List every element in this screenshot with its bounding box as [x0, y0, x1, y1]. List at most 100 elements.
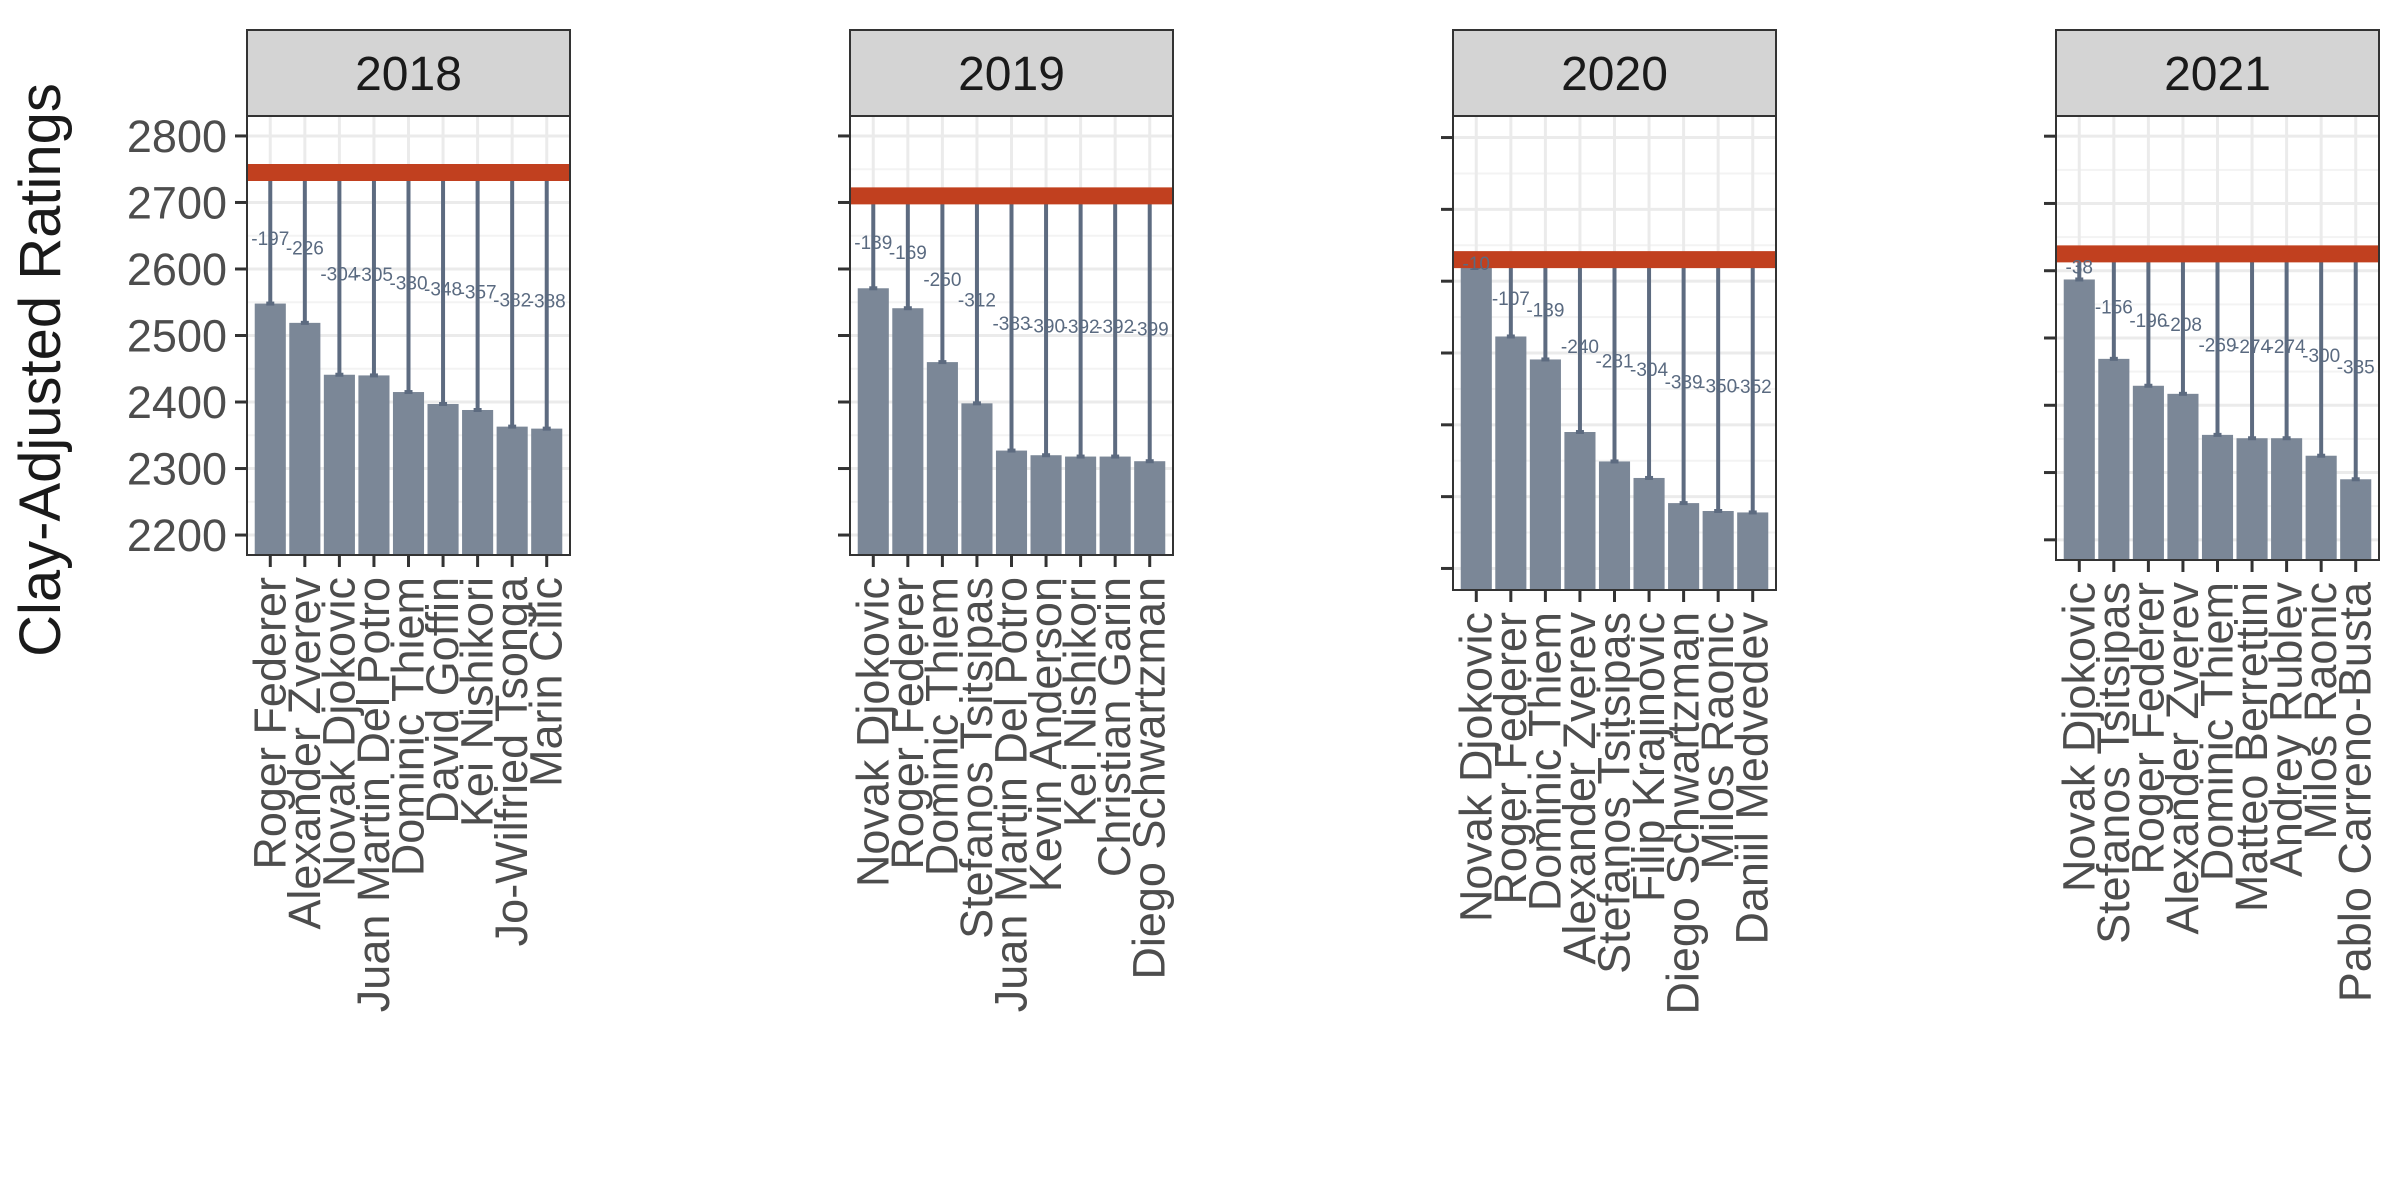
- gap-label: -348: [424, 279, 462, 300]
- x-category-label: Matteo Berrettini: [2226, 582, 2277, 912]
- gap-label: -392: [1062, 317, 1100, 338]
- bar: [462, 409, 494, 555]
- bar: [289, 322, 321, 555]
- bar: [1460, 266, 1492, 590]
- y-tick-label: 2400: [127, 377, 227, 428]
- bar: [392, 392, 425, 555]
- x-category-label: Dominic Thiem: [1519, 612, 1570, 911]
- gap-label: -139: [854, 233, 892, 254]
- gap-label: -269: [2198, 335, 2236, 356]
- y-tick-label: 2800: [127, 111, 227, 162]
- x-category-label: Filip Krajinovic: [1623, 612, 1674, 902]
- x-category-label: Kei Nishikori: [1055, 577, 1106, 827]
- x-category-label: Stefanos Tsitsipas: [2088, 582, 2139, 944]
- x-category-label: Milos Raonic: [2295, 582, 2346, 840]
- x-category-label: Kei Nishikori: [452, 577, 503, 827]
- y-axis-title: Clay-Adjusted Ratings: [8, 83, 73, 657]
- x-category-label: Juan Martin Del Potro: [348, 577, 399, 1012]
- bar: [857, 288, 889, 555]
- bar: [1134, 461, 1166, 555]
- bar: [1633, 477, 1665, 590]
- gap-label: -139: [1526, 301, 1564, 322]
- bar: [1495, 336, 1527, 590]
- facet-strip-label: 2021: [2164, 48, 2271, 101]
- x-category-label: Stefanos Tsitsipas: [1589, 612, 1640, 974]
- bar: [1598, 461, 1631, 590]
- x-category-label: Dominic Thiem: [916, 577, 967, 876]
- gap-label: -382: [493, 291, 531, 312]
- x-category-label: Dominic Thiem: [2192, 582, 2243, 881]
- gap-label: -196: [2129, 311, 2167, 332]
- x-category-label: Juan Martin Del Potro: [986, 577, 1037, 1012]
- bar: [1702, 511, 1734, 590]
- bar: [427, 404, 459, 555]
- gap-label: -300: [2302, 346, 2340, 367]
- x-category-label: Kevin Anderson: [1020, 577, 1071, 892]
- facet-panel-2019: 2019-139-169-250-312-383-390-392-392-399…: [838, 29, 1175, 1012]
- bar: [358, 375, 390, 555]
- gap-label: -10: [1463, 254, 1490, 275]
- bar: [995, 450, 1028, 555]
- x-category-label: Alexander Zverev: [2157, 582, 2208, 935]
- facet-panel-2021: 2021-38-156-196-208-269-274-274-300-335N…: [2044, 29, 2381, 1002]
- y-tick-label: 2600: [127, 244, 227, 295]
- bar: [2063, 279, 2095, 560]
- bar: [961, 403, 993, 555]
- gap-label: -304: [1630, 360, 1668, 381]
- bar: [1564, 432, 1596, 590]
- bar: [2201, 434, 2234, 560]
- gap-label: -38: [2066, 258, 2093, 279]
- facet-strip-2019: [849, 29, 1174, 117]
- bar: [892, 308, 924, 555]
- x-category-label: Marin Cilic: [521, 577, 572, 787]
- gap-label: -335: [2337, 358, 2375, 379]
- gap-label: -169: [889, 243, 927, 264]
- bar: [1529, 359, 1561, 590]
- gap-label: -352: [1734, 377, 1772, 398]
- facet-panel-2018: 2018 -197-226 -304-305-330-348-357-382-388…: [127, 29, 572, 1012]
- x-category-label: Roger Federer: [882, 577, 933, 870]
- x-category-label: Roger Federer: [2122, 582, 2173, 875]
- y-tick-label: 2300: [127, 444, 227, 495]
- x-category-label: Novak Djokovic: [847, 577, 898, 887]
- bar: [2340, 479, 2372, 560]
- bar: [2098, 358, 2130, 560]
- x-category-label: Jo-Wilfried Tsonga: [486, 576, 537, 946]
- x-category-label: Andrey Rublev: [2261, 582, 2312, 878]
- gap-label: -274: [2268, 337, 2306, 358]
- gap-label: -156: [2095, 297, 2133, 318]
- bar: [323, 374, 355, 555]
- x-category-label: Milos Raonic: [1692, 612, 1743, 870]
- gap-label: -281: [1595, 352, 1633, 373]
- gap-label: -399: [1131, 320, 1169, 341]
- x-category-label: Roger Federer: [244, 577, 295, 870]
- x-category-label: Diego Schwartzman: [1658, 612, 1709, 1015]
- bar: [2305, 455, 2337, 560]
- x-category-label: David Goffin: [417, 577, 468, 824]
- facet-strip-2020: [1452, 29, 1777, 117]
- facet-strip-label: 2020: [1561, 48, 1668, 101]
- gap-label: -304: [320, 265, 358, 286]
- y-tick-label: 2200: [127, 510, 227, 561]
- y-tick-label: 2500: [127, 311, 227, 362]
- gap-label: -208: [2164, 315, 2202, 336]
- x-category-label: Pablo Carreno-Busta: [2330, 581, 2381, 1002]
- bar: [1030, 455, 1062, 555]
- bar: [1065, 456, 1097, 555]
- gap-label: -383: [992, 314, 1030, 335]
- x-category-label: Alexander Zverev: [279, 577, 330, 930]
- bar: [2271, 438, 2303, 560]
- bar: [496, 426, 528, 555]
- facet-panel-2020: 2020 -10-107-139 -240-281-304-339-350-352 N…: [1441, 29, 1778, 1015]
- bar: [2132, 385, 2164, 560]
- gap-label: -274: [2233, 337, 2271, 358]
- bar: [1668, 503, 1700, 590]
- x-category-label: Alexander Zverev: [1554, 612, 1605, 965]
- bar: [2236, 438, 2268, 560]
- bar: [531, 428, 563, 555]
- bar: [1737, 512, 1769, 590]
- gap-label: -357: [459, 282, 497, 303]
- x-category-label: Stefanos Tsitsipas: [951, 577, 1002, 939]
- x-category-label: Novak Djokovic: [2053, 582, 2104, 892]
